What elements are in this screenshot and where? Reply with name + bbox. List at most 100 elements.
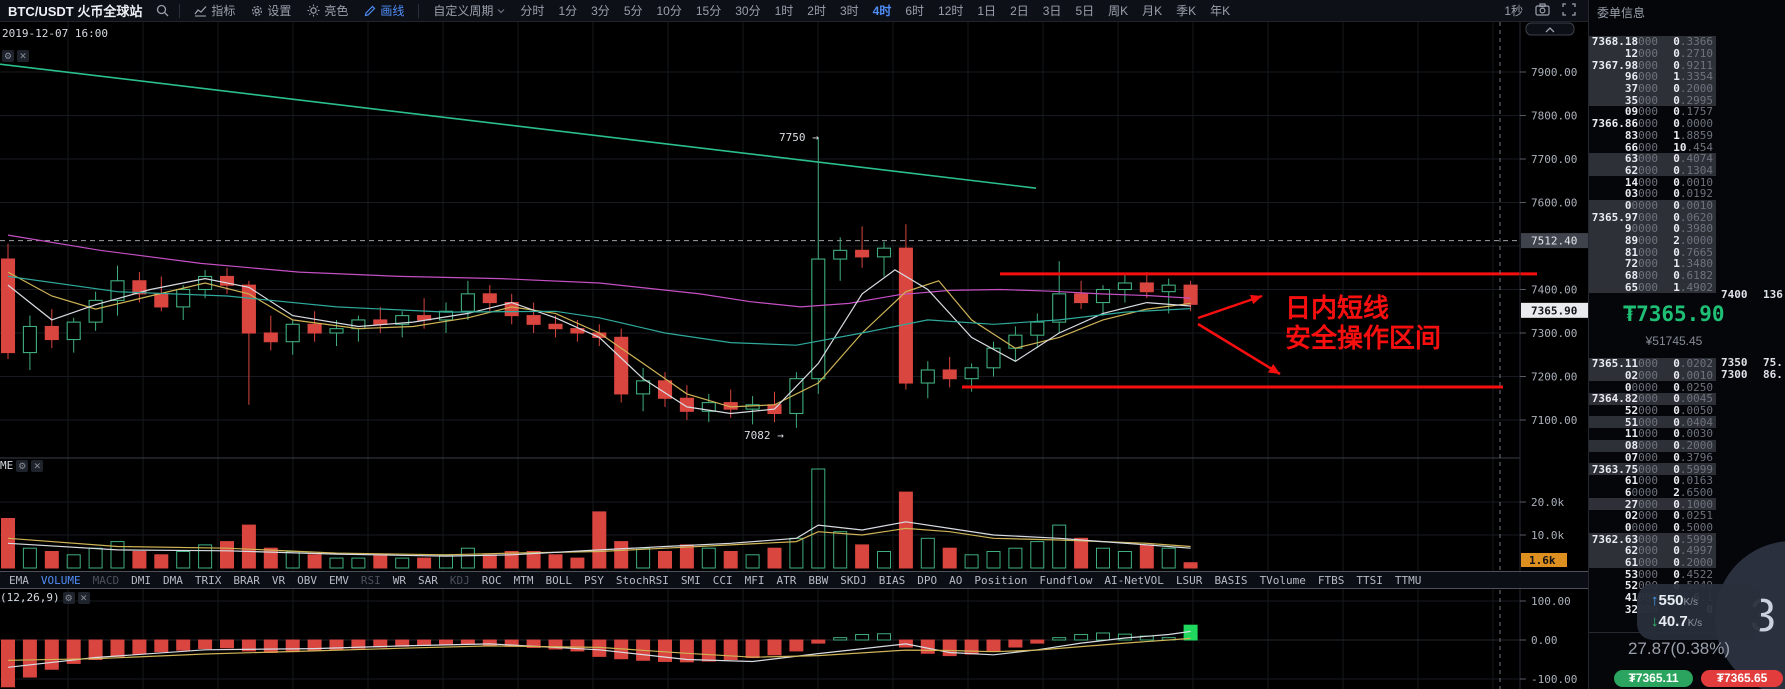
- ask-row[interactable]: 89000 2.0000: [1589, 234, 1716, 247]
- tab-roc[interactable]: ROC: [481, 573, 502, 587]
- tab-dpo[interactable]: DPO: [917, 573, 938, 587]
- timeframe-12时[interactable]: 12时: [938, 4, 964, 18]
- tab-ttmu[interactable]: TTMU: [1394, 573, 1422, 587]
- tab-brar[interactable]: BRAR: [233, 573, 260, 587]
- bid-row[interactable]: 02000 0.0010: [1589, 369, 1716, 382]
- tab-bias[interactable]: BIAS: [878, 573, 906, 587]
- ask-row[interactable]: 62000 0.1304: [1589, 164, 1716, 177]
- tab-stochrsi[interactable]: StochRSI: [615, 573, 669, 587]
- refresh-rate-label[interactable]: 1秒: [1504, 4, 1523, 18]
- axis-collapse-button[interactable]: [1525, 22, 1575, 36]
- toolbar-menu-pencil[interactable]: 画线: [356, 2, 412, 19]
- bid-row[interactable]: 27000 0.1000: [1589, 498, 1716, 510]
- ask-row[interactable]: 35000 0.2995: [1589, 94, 1716, 107]
- price-axis[interactable]: 7900.00 7800.00 7700.00 7600.00 7400.00 7300.…: [1519, 22, 1588, 689]
- timeframe-3时[interactable]: 3时: [839, 4, 859, 18]
- tab-atr[interactable]: ATR: [776, 573, 797, 587]
- bid-row[interactable]: 51000 0.0404: [1589, 416, 1716, 429]
- bid-row[interactable]: 53000 0.4522: [1624, 567, 1713, 581]
- gear-icon[interactable]: ⚙: [2, 50, 14, 62]
- close-icon[interactable]: ✕: [31, 459, 44, 472]
- timeframe-1日[interactable]: 1日: [977, 4, 997, 18]
- timeframe-5日[interactable]: 5日: [1075, 4, 1095, 18]
- toolbar-menu-gear[interactable]: 设置: [243, 2, 299, 19]
- tab-emv[interactable]: EMV: [329, 573, 349, 587]
- bid-price-button[interactable]: ₮7365.11: [1614, 670, 1693, 687]
- bid-row[interactable]: 7362.63000 0.5999: [1589, 533, 1716, 545]
- trendline[interactable]: [0, 63, 1037, 189]
- tab-bbw[interactable]: BBW: [808, 573, 829, 587]
- tab-volume[interactable]: VOLUME: [40, 573, 81, 587]
- tab-wr[interactable]: WR: [392, 573, 406, 587]
- bid-row[interactable]: 7364.82000 0.0045: [1589, 393, 1716, 405]
- bid-row[interactable]: 00000 0.5000: [1624, 520, 1713, 534]
- tab-vr[interactable]: VR: [271, 573, 286, 587]
- timeframe-3日[interactable]: 3日: [1042, 4, 1062, 18]
- timeframe-年K[interactable]: 年K: [1210, 4, 1231, 18]
- tab-mfi[interactable]: MFI: [744, 573, 765, 587]
- tab-cci[interactable]: CCI: [712, 573, 733, 587]
- ask-row[interactable]: 68000 0.6182: [1589, 269, 1716, 282]
- timeframe-10分[interactable]: 10分: [656, 4, 682, 18]
- ask-row[interactable]: 66000 10.454: [1624, 140, 1713, 154]
- fullscreen-icon[interactable]: [1562, 2, 1576, 19]
- timeframe-周K[interactable]: 周K: [1108, 4, 1129, 18]
- tab-rsi[interactable]: RSI: [360, 573, 381, 587]
- timeframe-季K[interactable]: 季K: [1176, 4, 1197, 18]
- bid-row[interactable]: 52000 0.0050: [1624, 404, 1713, 418]
- tab-macd[interactable]: MACD: [92, 573, 120, 587]
- ask-row[interactable]: 7367.98000 0.9211: [1589, 59, 1716, 72]
- timeframe-5分[interactable]: 5分: [623, 4, 643, 18]
- timeframe-30分[interactable]: 30分: [735, 4, 761, 18]
- toolbar-menu-indicator[interactable]: 指标: [186, 2, 243, 19]
- tab-trix[interactable]: TRIX: [194, 573, 222, 587]
- tab-sar[interactable]: SAR: [418, 573, 438, 587]
- ask-row[interactable]: 09000 0.1757: [1624, 105, 1713, 119]
- custom-period-dropdown[interactable]: 自定义周期: [425, 2, 513, 19]
- tab-fundflow[interactable]: Fundflow: [1039, 573, 1093, 587]
- timeframe-1时[interactable]: 1时: [774, 4, 794, 18]
- ask-row[interactable]: 63000 0.4074: [1589, 152, 1716, 165]
- ask-row[interactable]: 37000 0.2000: [1589, 82, 1716, 95]
- tab-boll[interactable]: BOLL: [545, 573, 573, 587]
- tab-smi[interactable]: SMI: [680, 573, 701, 587]
- tab-ai-netvol[interactable]: AI-NetVOL: [1104, 573, 1164, 587]
- tab-ftbs[interactable]: FTBS: [1317, 573, 1345, 587]
- bid-row[interactable]: 11000 0.0030: [1624, 427, 1713, 441]
- toolbar-menu-brightness[interactable]: 亮色: [299, 2, 356, 19]
- ask-price-button[interactable]: ₮7365.65: [1701, 670, 1783, 687]
- ask-row[interactable]: 83000 1.8859: [1624, 128, 1713, 142]
- close-icon[interactable]: ✕: [17, 50, 29, 62]
- ask-row[interactable]: 72000 1.3480: [1589, 258, 1716, 270]
- tab-position[interactable]: Position: [974, 573, 1028, 587]
- timeframe-月K[interactable]: 月K: [1142, 4, 1163, 18]
- tab-ao[interactable]: AO: [949, 573, 963, 587]
- bid-row[interactable]: 7363.75000 0.5999: [1589, 463, 1716, 475]
- ask-row[interactable]: 03000 0.0192: [1624, 187, 1713, 201]
- timeframe-15分[interactable]: 15分: [695, 4, 722, 18]
- timeframe-2日[interactable]: 2日: [1010, 4, 1029, 18]
- timeframe-3分[interactable]: 3分: [591, 4, 610, 18]
- ask-row[interactable]: 7366.86000 0.0000: [1591, 117, 1713, 131]
- tab-basis[interactable]: BASIS: [1214, 573, 1248, 587]
- ask-row[interactable]: 90000 0.3980: [1589, 223, 1716, 235]
- bid-row[interactable]: 61000 0.2000: [1589, 556, 1716, 569]
- timeframe-6时[interactable]: 6时: [905, 4, 925, 18]
- tab-skdj[interactable]: SKDJ: [840, 573, 867, 587]
- bid-row[interactable]: 02000 0.0251: [1624, 509, 1713, 523]
- timeframe-1分[interactable]: 1分: [558, 4, 578, 18]
- timeframe-4时[interactable]: 4时: [872, 4, 892, 18]
- bid-row[interactable]: 00000 0.0250: [1624, 380, 1713, 394]
- tab-psy[interactable]: PSY: [584, 573, 604, 587]
- camera-icon[interactable]: [1535, 2, 1550, 19]
- tab-lsur[interactable]: LSUR: [1175, 573, 1203, 587]
- bid-row[interactable]: 62000 0.4997: [1589, 545, 1716, 557]
- tab-kdj[interactable]: KDJ: [449, 573, 470, 587]
- bid-row[interactable]: 7365.11000 0.0202: [1589, 358, 1716, 370]
- timeframe-2时[interactable]: 2时: [807, 4, 826, 18]
- ask-row[interactable]: 7368.18000 0.3366: [1589, 36, 1716, 48]
- ask-row[interactable]: 00000 0.0010: [1589, 199, 1716, 212]
- ask-row[interactable]: 7365.97000 0.0620: [1589, 211, 1716, 223]
- close-icon[interactable]: ✕: [77, 591, 90, 604]
- tab-obv[interactable]: OBV: [297, 573, 317, 587]
